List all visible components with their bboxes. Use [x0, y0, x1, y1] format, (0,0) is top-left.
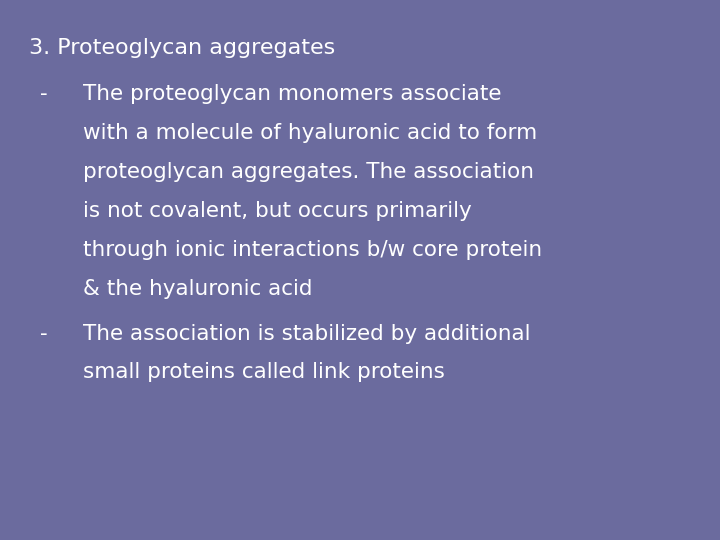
Text: small proteins called link proteins: small proteins called link proteins — [83, 362, 445, 382]
Text: proteoglycan aggregates. The association: proteoglycan aggregates. The association — [83, 162, 534, 182]
Text: with a molecule of hyaluronic acid to form: with a molecule of hyaluronic acid to fo… — [83, 123, 537, 143]
Text: The association is stabilized by additional: The association is stabilized by additio… — [83, 323, 531, 343]
Text: through ionic interactions b/w core protein: through ionic interactions b/w core prot… — [83, 240, 542, 260]
Text: & the hyaluronic acid: & the hyaluronic acid — [83, 279, 312, 299]
Text: The proteoglycan monomers associate: The proteoglycan monomers associate — [83, 84, 501, 104]
Text: 3. Proteoglycan aggregates: 3. Proteoglycan aggregates — [29, 38, 335, 58]
Text: is not covalent, but occurs primarily: is not covalent, but occurs primarily — [83, 201, 472, 221]
Text: -: - — [40, 323, 48, 343]
Text: -: - — [40, 84, 48, 104]
